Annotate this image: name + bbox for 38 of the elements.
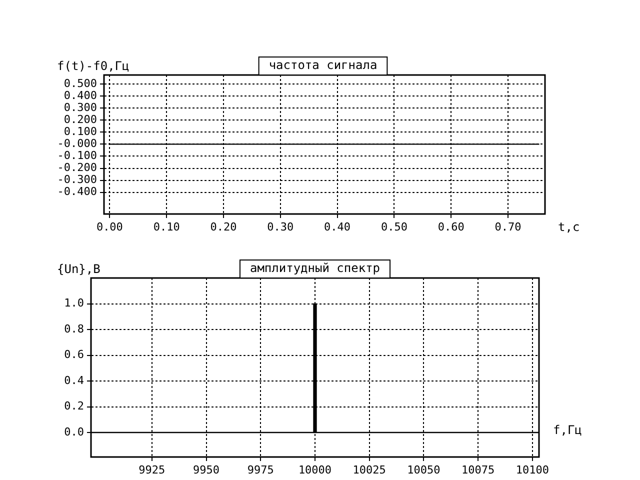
y-tick-label: 0.500 [64, 76, 97, 90]
y-tick-label: 0.200 [64, 112, 97, 126]
x-tick-label: 10100 [516, 463, 550, 476]
x-tick-label: 10025 [352, 463, 386, 476]
x-tick-label: 0.30 [267, 220, 294, 234]
x-axis-title: f,Гц [553, 423, 582, 438]
y-tick-label: -0.400 [57, 185, 97, 198]
x-tick-label: 0.40 [324, 220, 351, 234]
y-tick-label: 0.300 [64, 100, 97, 114]
x-tick-label: 0.00 [96, 220, 123, 234]
x-tick-label: 10000 [298, 463, 332, 476]
x-tick-label: 0.20 [210, 220, 237, 234]
x-tick-label: 9950 [193, 463, 220, 476]
x-tick-label: 9925 [138, 463, 166, 476]
y-tick-label: 0.100 [64, 125, 97, 138]
y-tick-label: -0.100 [57, 149, 97, 162]
y-tick-label: -0.200 [57, 161, 97, 174]
y-tick-label: 0.4 [64, 374, 84, 387]
y-tick-label: 0.2 [64, 400, 84, 413]
x-tick-label: 10075 [462, 463, 495, 476]
x-tick-label: 0.70 [494, 220, 522, 234]
x-tick-label: 0.10 [153, 220, 180, 234]
y-tick-label: 1.0 [64, 296, 84, 310]
y-tick-label: 0.0 [64, 425, 84, 438]
x-tick-label: 9975 [247, 463, 274, 476]
x-axis-title: t,c [558, 220, 580, 234]
y-tick-label: 0.400 [64, 88, 97, 102]
y-axis-title: {Un},В [57, 262, 100, 276]
y-tick-label: -0.300 [57, 173, 97, 186]
x-tick-label: 10050 [407, 463, 440, 476]
x-tick-label: 0.60 [438, 220, 464, 234]
chart-title: амплитудный спектр [250, 261, 380, 276]
chart-title: частота сигнала [268, 58, 378, 72]
x-tick-label: 0.50 [380, 220, 408, 234]
y-tick-label: 0.6 [64, 348, 84, 362]
y-axis-title: f(t)-f0,Гц [57, 59, 130, 74]
y-tick-label: -0.000 [57, 137, 97, 150]
y-tick-label: 0.8 [64, 322, 84, 336]
